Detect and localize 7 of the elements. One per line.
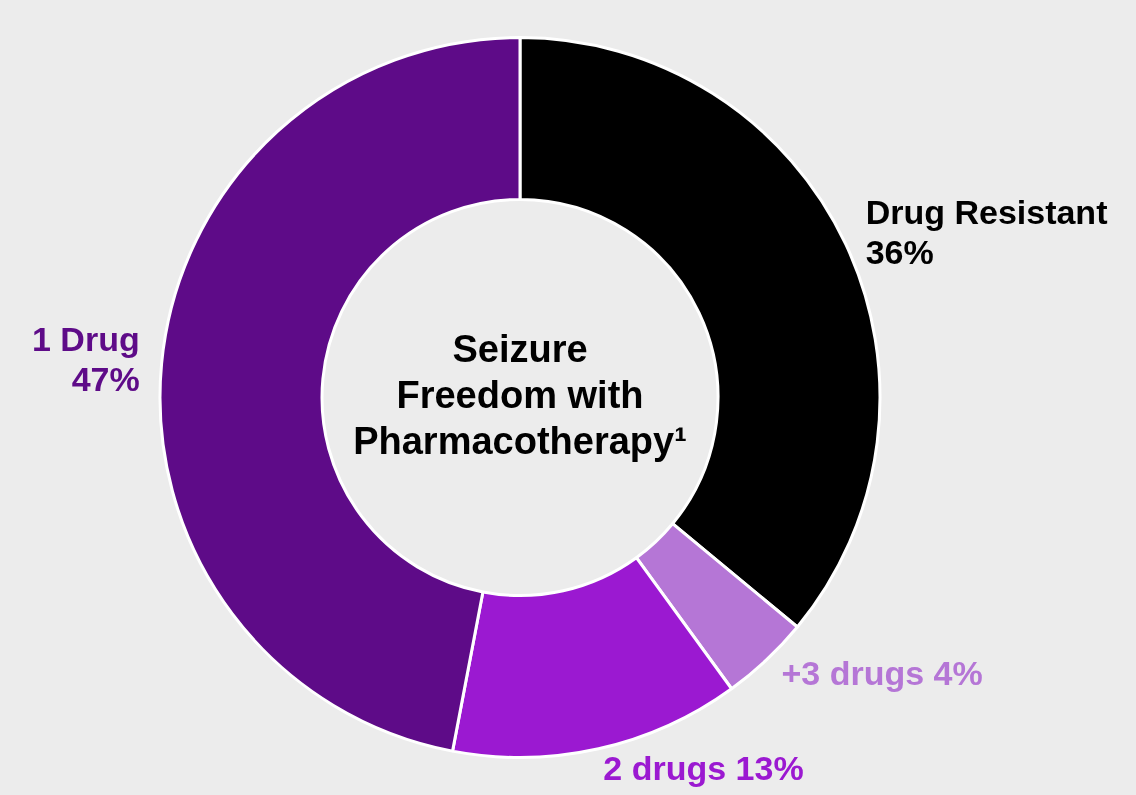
data-label: 47% [71,359,140,398]
slice-label: Drug Resistant [865,193,1108,232]
slice-label: +3 drugs 4% [781,654,983,693]
data-label: 36% [865,233,934,272]
slice-label: 2 drugs 13% [603,748,804,787]
slice-label: 1 Drug [32,319,140,358]
text: Seizure Freedom with Pharmacotherapy¹ [353,327,687,462]
